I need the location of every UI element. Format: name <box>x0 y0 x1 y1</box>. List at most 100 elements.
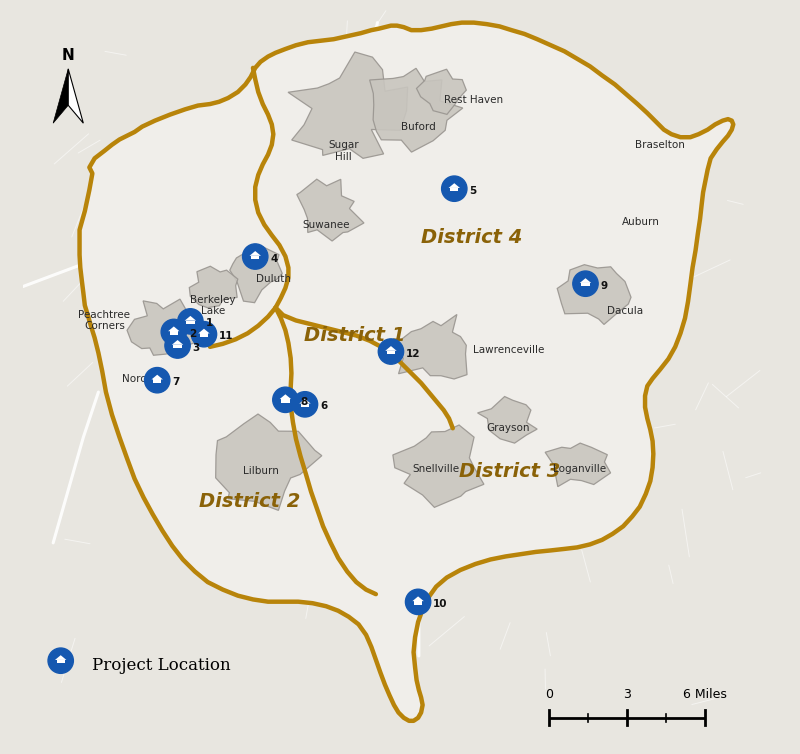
Polygon shape <box>582 283 590 287</box>
Polygon shape <box>297 179 364 241</box>
Polygon shape <box>417 69 466 115</box>
Circle shape <box>442 176 467 201</box>
Text: Lilburn: Lilburn <box>243 466 279 477</box>
Text: Loganville: Loganville <box>553 464 606 474</box>
Polygon shape <box>389 314 467 379</box>
Text: 1: 1 <box>206 318 213 329</box>
Polygon shape <box>297 406 313 413</box>
Polygon shape <box>478 397 537 443</box>
Circle shape <box>191 321 217 347</box>
Polygon shape <box>414 601 422 605</box>
Circle shape <box>48 648 74 673</box>
Circle shape <box>378 339 404 364</box>
Polygon shape <box>386 346 397 351</box>
Text: 10: 10 <box>434 599 448 609</box>
Polygon shape <box>53 663 69 670</box>
Polygon shape <box>79 23 734 721</box>
Polygon shape <box>127 299 202 355</box>
Polygon shape <box>57 660 65 664</box>
Polygon shape <box>410 604 426 611</box>
Circle shape <box>165 333 190 358</box>
Text: 8: 8 <box>301 397 308 407</box>
Polygon shape <box>151 375 163 379</box>
Text: Braselton: Braselton <box>635 139 685 150</box>
Circle shape <box>145 367 170 393</box>
Polygon shape <box>172 340 183 345</box>
Text: Sugar
Hill: Sugar Hill <box>328 140 358 161</box>
Text: Grayson: Grayson <box>486 423 530 434</box>
Polygon shape <box>578 286 594 293</box>
Polygon shape <box>216 414 322 510</box>
Circle shape <box>273 387 298 412</box>
Text: Dacula: Dacula <box>607 306 643 317</box>
Text: Rest Haven: Rest Haven <box>444 94 503 105</box>
Polygon shape <box>301 403 309 407</box>
Text: Project Location: Project Location <box>92 657 231 673</box>
Text: District 3: District 3 <box>458 461 560 481</box>
Polygon shape <box>166 334 182 341</box>
Polygon shape <box>387 351 395 354</box>
Circle shape <box>406 589 430 615</box>
Text: Berkeley
Lake: Berkeley Lake <box>190 295 236 316</box>
Polygon shape <box>449 183 460 188</box>
Polygon shape <box>446 191 462 198</box>
Polygon shape <box>282 399 290 403</box>
Text: 3: 3 <box>623 688 631 701</box>
Text: Peachtree
Corners: Peachtree Corners <box>78 310 130 331</box>
Polygon shape <box>278 402 294 409</box>
Text: District 2: District 2 <box>198 492 300 511</box>
Polygon shape <box>288 52 408 158</box>
Polygon shape <box>251 256 259 259</box>
Polygon shape <box>170 331 178 335</box>
Polygon shape <box>250 251 261 256</box>
Text: Snellville: Snellville <box>413 464 460 474</box>
Text: 5: 5 <box>470 185 477 196</box>
Text: Norcross: Norcross <box>122 374 168 385</box>
Text: Lawrenceville: Lawrenceville <box>473 345 545 355</box>
Circle shape <box>161 319 186 345</box>
Polygon shape <box>198 329 210 333</box>
Circle shape <box>573 271 598 296</box>
Polygon shape <box>230 246 282 302</box>
Text: 12: 12 <box>406 348 421 359</box>
Text: 7: 7 <box>173 377 180 388</box>
Polygon shape <box>186 320 194 324</box>
Text: 0: 0 <box>546 688 554 701</box>
Circle shape <box>292 391 318 417</box>
Polygon shape <box>450 188 458 192</box>
Polygon shape <box>412 596 424 601</box>
Polygon shape <box>580 278 591 283</box>
Polygon shape <box>168 326 179 331</box>
Polygon shape <box>190 266 238 308</box>
Text: Buford: Buford <box>401 121 435 132</box>
Polygon shape <box>196 336 212 343</box>
Polygon shape <box>185 316 196 320</box>
Text: 11: 11 <box>219 331 234 342</box>
Polygon shape <box>545 443 610 486</box>
Polygon shape <box>182 323 198 330</box>
Polygon shape <box>393 425 484 507</box>
Text: Suwanee: Suwanee <box>302 219 350 230</box>
Polygon shape <box>68 69 83 123</box>
Text: 9: 9 <box>601 280 608 291</box>
Text: District 4: District 4 <box>421 228 522 247</box>
Text: District 1: District 1 <box>304 326 406 345</box>
Polygon shape <box>55 655 66 660</box>
Polygon shape <box>370 69 463 152</box>
Polygon shape <box>247 259 263 265</box>
Polygon shape <box>174 345 182 348</box>
Polygon shape <box>200 333 208 337</box>
Text: Duluth: Duluth <box>256 274 291 284</box>
Text: 6 Miles: 6 Miles <box>683 688 727 701</box>
Text: N: N <box>62 48 74 63</box>
Text: Auburn: Auburn <box>622 216 660 227</box>
Polygon shape <box>153 379 162 383</box>
Text: 6: 6 <box>320 401 327 412</box>
Polygon shape <box>280 394 291 399</box>
Polygon shape <box>383 354 399 360</box>
Polygon shape <box>299 399 310 403</box>
Polygon shape <box>53 69 68 123</box>
Circle shape <box>178 308 203 334</box>
Text: 2: 2 <box>189 329 196 339</box>
Polygon shape <box>558 265 631 324</box>
